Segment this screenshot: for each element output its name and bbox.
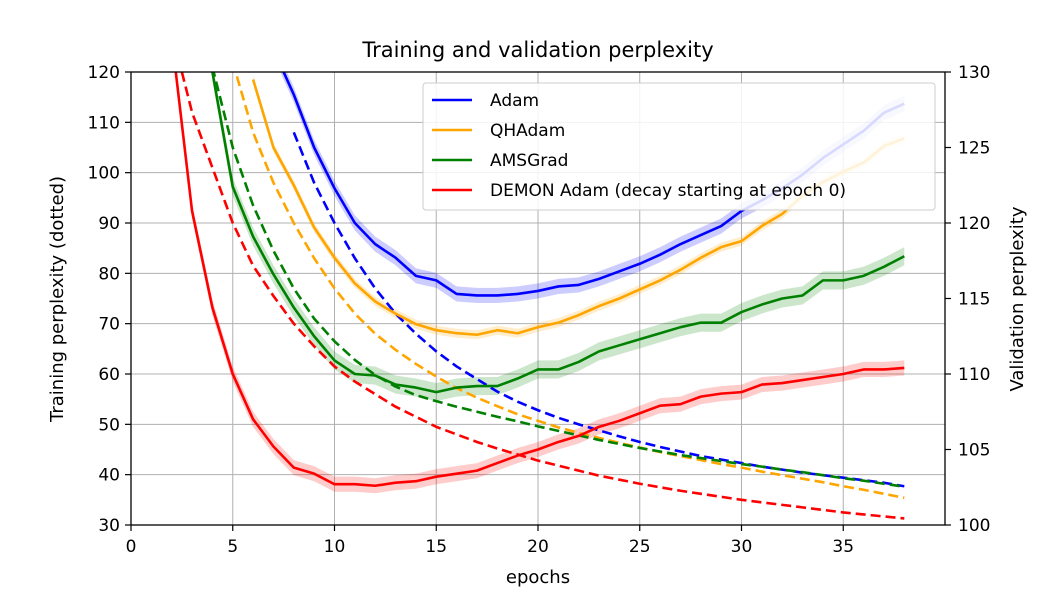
- left-tick-label: 90: [98, 214, 120, 234]
- x-tick-label: 15: [425, 537, 447, 557]
- left-tick-label: 70: [98, 315, 120, 335]
- right-tick-label: 115: [958, 290, 990, 310]
- x-tick-label: 10: [324, 537, 346, 557]
- left-tick-label: 40: [98, 466, 120, 486]
- left-tick-label: 50: [98, 415, 120, 435]
- left-tick-label: 30: [98, 516, 120, 536]
- left-tick-label: 120: [88, 63, 120, 83]
- x-tick-label: 5: [227, 537, 238, 557]
- left-tick-label: 60: [98, 365, 120, 385]
- qhadam-legend-label: QHAdam: [490, 121, 565, 141]
- demon-adam-decay-starting-at-epoch-0-legend-label: DEMON Adam (decay starting at epoch 0): [490, 181, 846, 201]
- x-axis-label: epochs: [506, 567, 570, 588]
- legend: Adam QHAdam AMSGrad DEMON Adam (decay start…: [422, 82, 936, 211]
- x-axis-ticks: 0 5 10 15 20 25 30 35: [126, 525, 854, 557]
- amsgrad-legend-label: AMSGrad: [490, 151, 568, 171]
- adam-legend-label: Adam: [490, 91, 539, 111]
- right-axis-ticks: 100 105 110 115 120 125 130: [945, 63, 990, 536]
- x-tick-label: 20: [527, 537, 549, 557]
- right-tick-label: 100: [958, 516, 990, 536]
- right-tick-label: 105: [958, 441, 990, 461]
- amsgrad-validation-line: [211, 72, 905, 394]
- right-tick-label: 125: [958, 139, 990, 159]
- demon-adam-decay-starting-at-epoch-0-validation-line: [174, 72, 905, 488]
- left-axis-label: Training perplexity (dotted): [47, 176, 68, 423]
- right-tick-label: 110: [958, 365, 990, 385]
- demon-adam-decay-starting-at-epoch-0-validation-band: [175, 72, 905, 494]
- x-tick-label: 0: [126, 537, 137, 557]
- chart-title: Training and validation perplexity: [361, 38, 713, 62]
- amsgrad-training-line: [212, 72, 905, 489]
- left-tick-label: 110: [88, 113, 120, 133]
- qhadam-training-line: [234, 72, 905, 500]
- x-tick-label: 35: [832, 537, 854, 557]
- x-tick-label: 25: [629, 537, 651, 557]
- right-tick-label: 120: [958, 214, 990, 234]
- x-tick-label: 30: [731, 537, 753, 557]
- right-axis-label: Validation perplexity: [1007, 206, 1028, 391]
- legend-box: [422, 82, 936, 211]
- demon-adam-decay-starting-at-epoch-0-training-line: [180, 72, 905, 520]
- left-tick-label: 80: [98, 264, 120, 284]
- amsgrad-validation-band: [212, 72, 905, 402]
- left-tick-label: 100: [88, 164, 120, 184]
- right-tick-label: 130: [958, 63, 990, 83]
- left-axis-ticks: 30 40 50 60 70 80 90 100 110 120: [88, 63, 131, 536]
